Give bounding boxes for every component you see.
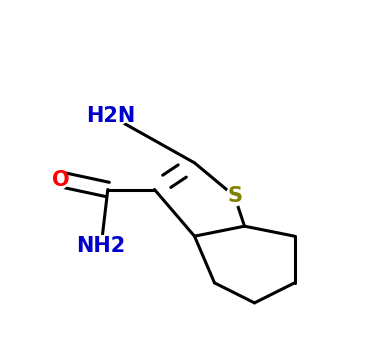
Ellipse shape: [226, 186, 243, 206]
Ellipse shape: [54, 170, 68, 189]
Ellipse shape: [95, 105, 128, 127]
Text: O: O: [52, 170, 70, 190]
Text: S: S: [227, 186, 242, 206]
Text: H2N: H2N: [86, 106, 136, 126]
Ellipse shape: [84, 236, 118, 257]
Text: NH2: NH2: [77, 236, 126, 256]
